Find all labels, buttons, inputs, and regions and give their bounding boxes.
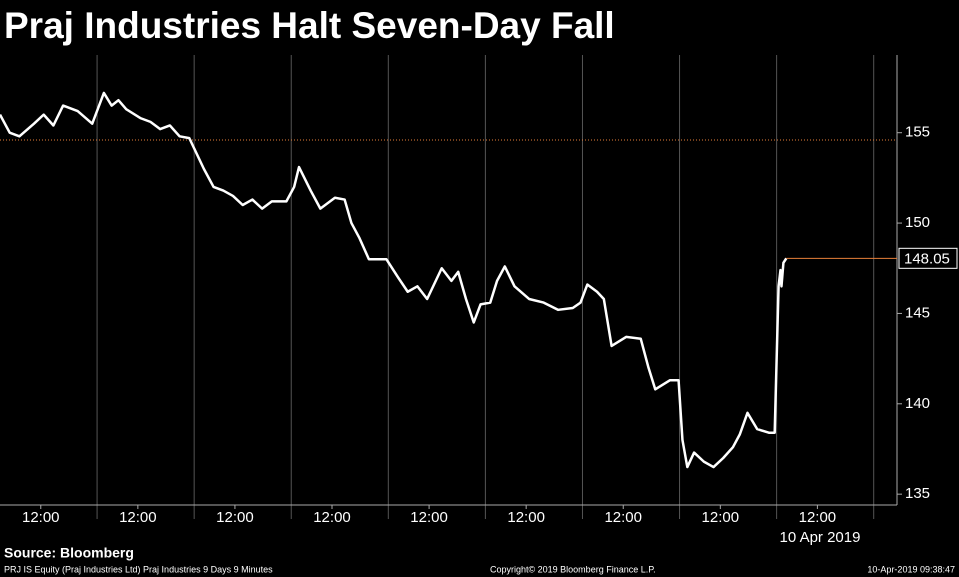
x-tick-label: 12:00 <box>313 509 351 526</box>
footer-left: PRJ IS Equity (Praj Industries Ltd) Praj… <box>4 564 273 574</box>
x-tick-label: 12:00 <box>507 509 545 526</box>
x-tick-label: 12:00 <box>22 509 60 526</box>
x-tick-label: 12:00 <box>216 509 254 526</box>
price-line <box>0 91 788 469</box>
footer-center: Copyright© 2019 Bloomberg Finance L.P. <box>490 564 656 574</box>
source: Source: Bloomberg <box>4 545 134 561</box>
x-tick-label: 12:00 <box>702 509 740 526</box>
date-label: 10 Apr 2019 <box>780 529 861 546</box>
y-tick-label: 140 <box>905 395 930 412</box>
x-tick-label: 12:00 <box>410 509 448 526</box>
y-tick-label: 150 <box>905 214 930 231</box>
y-tick-label: 135 <box>905 485 930 502</box>
last-value-label: 148.05 <box>904 250 950 267</box>
chart-title: Praj Industries Halt Seven-Day Fall <box>4 5 615 46</box>
y-tick-label: 155 <box>905 124 930 141</box>
footer-right: 10-Apr-2019 09:38:47 <box>867 564 955 574</box>
x-tick-label: 12:00 <box>604 509 642 526</box>
x-tick-label: 12:00 <box>799 509 837 526</box>
last-value-box <box>898 247 958 269</box>
x-tick-label: 12:00 <box>119 509 157 526</box>
y-tick-label: 145 <box>905 304 930 321</box>
